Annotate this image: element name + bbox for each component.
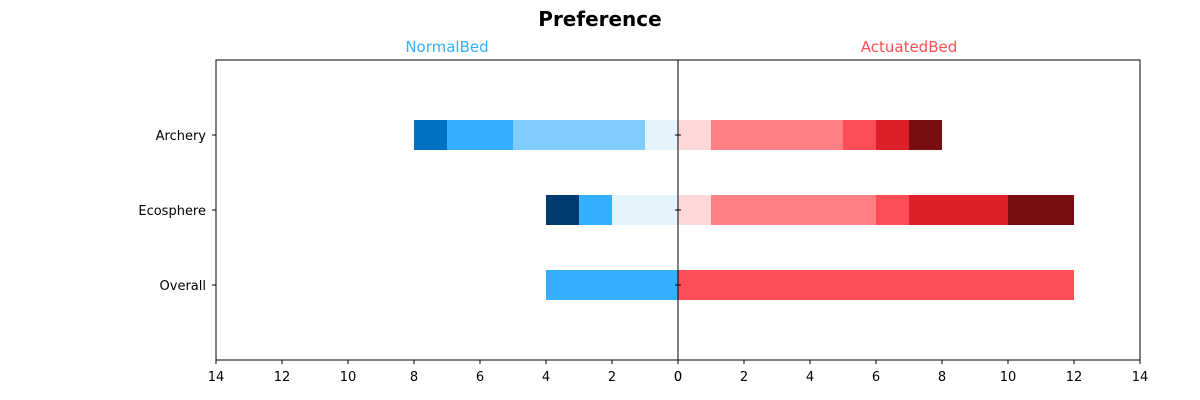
right-bar-segment-archery-1 [711,120,843,150]
x-tick-label-left-6: 6 [476,370,484,385]
left-bar-segment-ecosphere-2 [546,195,579,225]
x-tick-label-right-10: 10 [1000,370,1017,385]
x-tick-label-left-14: 14 [208,370,225,385]
x-tick-label-right-6: 6 [872,370,880,385]
left-bar-segment-archery-3 [414,120,447,150]
right-bar-segment-ecosphere-3 [909,195,1008,225]
x-tick-label-left-10: 10 [340,370,357,385]
y-tick-label-archery: Archery [156,129,207,144]
left-bar-segment-archery-2 [447,120,513,150]
left-bar-segment-archery-0 [645,120,678,150]
right-bar-segment-ecosphere-2 [876,195,909,225]
right-bar-segment-archery-2 [843,120,876,150]
x-tick-label-left-4: 4 [542,370,550,385]
x-tick-label-right-12: 12 [1066,370,1083,385]
left-bar-segment-ecosphere-1 [579,195,612,225]
bar-segments [414,120,1074,300]
x-tick-label-right-4: 4 [806,370,814,385]
left-bar-segment-ecosphere-0 [612,195,678,225]
right-bar-segment-overall-0 [678,270,1074,300]
right-bar-segment-archery-0 [678,120,711,150]
x-tick-label-left-8: 8 [410,370,418,385]
right-bar-segment-ecosphere-1 [711,195,876,225]
x-tick-label-right-14: 14 [1132,370,1149,385]
x-tick-label-right-0: 0 [674,370,682,385]
x-tick-label-right-8: 8 [938,370,946,385]
left-bar-segment-archery-1 [513,120,645,150]
right-bar-segment-archery-3 [876,120,909,150]
y-tick-label-ecosphere: Ecosphere [138,204,206,219]
x-tick-label-left-2: 2 [608,370,616,385]
y-tick-label-overall: Overall [160,279,206,294]
x-tick-label-left-0: 0 [674,370,682,385]
right-panel-label: ActuatedBed [861,38,958,56]
x-tick-label-right-2: 2 [740,370,748,385]
right-bar-segment-ecosphere-0 [678,195,711,225]
x-tick-label-left-12: 12 [274,370,291,385]
chart-title: Preference [538,7,661,31]
left-panel-label: NormalBed [405,38,488,56]
right-bar-segment-ecosphere-4 [1008,195,1074,225]
right-bar-segment-archery-4 [909,120,942,150]
left-bar-segment-overall-0 [546,270,678,300]
